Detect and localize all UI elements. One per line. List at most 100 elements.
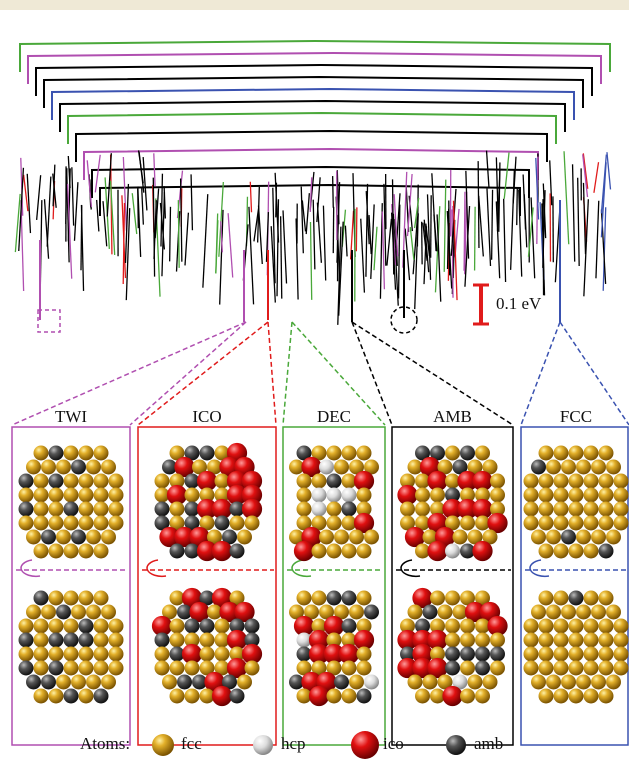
atom: [412, 657, 433, 679]
leaf: [433, 214, 438, 252]
atom: [33, 445, 49, 461]
atom: [400, 618, 415, 634]
atom: [472, 470, 493, 492]
legend-atom: [152, 734, 174, 756]
atom: [415, 618, 430, 634]
atom: [583, 501, 599, 517]
atom: [613, 618, 629, 634]
leaf: [265, 212, 270, 262]
link: [351, 321, 393, 426]
legend-atom: [351, 731, 379, 759]
atom: [364, 674, 379, 690]
leaf: [153, 200, 157, 259]
atom: [296, 473, 312, 489]
leaf: [582, 182, 587, 255]
atom: [553, 515, 569, 531]
atom: [93, 501, 109, 517]
leaf: [35, 175, 42, 221]
panel-label: DEC: [317, 407, 351, 426]
leaf: [14, 193, 21, 253]
atom: [93, 660, 109, 676]
leaf: [337, 226, 342, 325]
atom: [93, 487, 109, 503]
leaf: [370, 204, 375, 279]
atom: [538, 515, 554, 531]
atom: [553, 473, 569, 489]
leaf: [305, 193, 310, 235]
atom: [341, 445, 357, 461]
leaf: [65, 168, 68, 225]
leaf: [122, 156, 128, 231]
atom: [63, 618, 79, 634]
atom: [211, 685, 233, 707]
leaf: [422, 222, 428, 261]
atom: [93, 646, 109, 662]
atom: [48, 487, 64, 503]
atom: [71, 459, 86, 475]
atom: [546, 674, 561, 690]
atom: [234, 601, 255, 623]
atom: [199, 660, 215, 676]
atom: [467, 459, 483, 475]
atom: [430, 501, 445, 517]
leaf: [301, 200, 307, 232]
leaf: [430, 195, 432, 258]
rotation-arrow: [529, 559, 550, 578]
atom: [41, 604, 56, 620]
atom: [86, 674, 101, 690]
atom: [531, 604, 546, 620]
atom: [404, 526, 426, 548]
atom: [460, 590, 475, 606]
atom: [159, 526, 180, 548]
atom: [568, 660, 584, 676]
atom: [576, 674, 591, 690]
atom: [464, 601, 486, 623]
atom: [229, 501, 245, 517]
atom: [356, 646, 372, 662]
disconnectivity-graph: [14, 39, 612, 325]
leaf: [295, 218, 299, 300]
atom: [63, 590, 79, 606]
branch: [19, 39, 611, 72]
atom: [598, 688, 614, 704]
atom: [311, 543, 327, 559]
atom: [311, 660, 327, 676]
atom: [241, 498, 263, 520]
atom: [63, 487, 79, 503]
scale-bar-label: 0.1 eV: [496, 294, 542, 313]
branch: [75, 129, 548, 162]
atom: [319, 459, 334, 475]
atom: [184, 660, 200, 676]
atom: [78, 445, 94, 461]
atom: [583, 543, 599, 559]
atom: [583, 660, 599, 676]
atom: [356, 487, 372, 503]
atom: [244, 515, 260, 531]
leaf: [495, 201, 501, 279]
atom: [244, 660, 260, 676]
atom: [308, 685, 330, 707]
atom: [430, 646, 445, 662]
atom: [108, 515, 124, 531]
atom: [63, 688, 79, 704]
atom: [214, 445, 230, 461]
atom: [151, 615, 173, 637]
atom: [18, 618, 34, 634]
atom: [334, 459, 349, 475]
atom: [192, 459, 207, 475]
atom: [430, 445, 445, 461]
atom: [101, 604, 116, 620]
leaf: [137, 150, 144, 184]
atom: [211, 498, 233, 520]
leaf: [316, 177, 321, 223]
rotation-arrow: [20, 559, 41, 578]
leaf: [518, 189, 523, 277]
atom: [296, 487, 312, 503]
leaf: [331, 176, 334, 208]
panels: TWI ICO DEC AMB FCC: [11, 407, 629, 746]
atom: [553, 590, 569, 606]
leaf: [595, 200, 600, 279]
atom: [606, 459, 621, 475]
leaf: [141, 188, 144, 225]
atom: [490, 501, 505, 517]
